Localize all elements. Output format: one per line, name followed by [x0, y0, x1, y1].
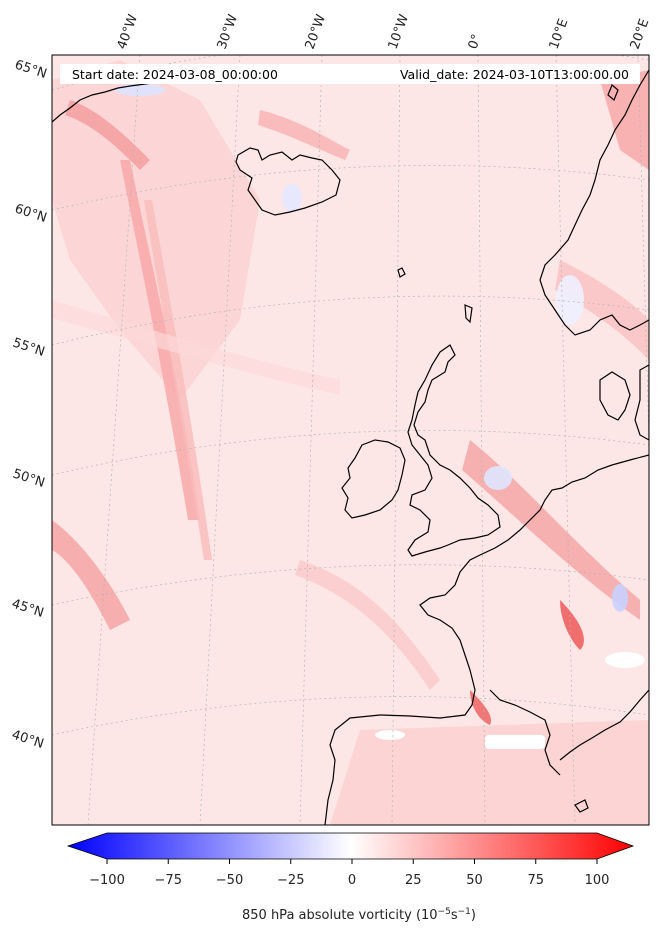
vorticity-contours [52, 60, 649, 825]
lon-label-20w: 20°W [303, 12, 329, 51]
valid-date-label: Valid_date: 2024-03-10T13:00:00.00 [400, 67, 629, 82]
ireland-coast [341, 439, 406, 519]
colorbar: −100 −75 −50 −25 0 25 50 75 100 850 hPa absolute… [66, 832, 635, 923]
latitude-labels: 65°N 60°N 55°N 50°N 45°N 40°N [10, 58, 49, 752]
map-frame [51, 54, 650, 826]
colorbar-label: 850 hPa absolute vorticity (10−5s−1) [242, 907, 476, 923]
colorbar-tick-label: −25 [277, 873, 304, 888]
iceland-coast [235, 147, 341, 216]
start-date-label: Start date: 2024-03-08_00:00:00 [72, 67, 278, 82]
longitude-labels: 40°W 30°W 20°W 10°W 0° 10°E 20°E [115, 12, 653, 51]
colorbar-tick-label: 50 [466, 873, 483, 888]
lat-label-55n: 55°N [11, 336, 47, 360]
lon-label-0: 0° [466, 32, 485, 51]
lat-label-50n: 50°N [11, 467, 47, 491]
map-panel [52, 55, 649, 825]
continental-coast [324, 454, 649, 825]
colorbar-ticks: −100 −75 −50 −25 0 25 50 75 100 [89, 859, 609, 888]
colorbar-tick-label: 100 [585, 873, 610, 888]
lon-label-10w: 10°W [386, 12, 412, 51]
coastlines [52, 69, 649, 825]
lon-label-40w: 40°W [115, 12, 141, 51]
lat-label-40n: 40°N [10, 728, 46, 752]
colorbar-tick-label: −75 [155, 873, 182, 888]
lat-label-65n: 65°N [13, 58, 49, 82]
colorbar-tick-label: −50 [216, 873, 243, 888]
graticule [52, 55, 649, 825]
header-bar [60, 64, 640, 84]
colorbar-tick-label: −100 [89, 873, 125, 888]
colorbar-tick-label: 0 [348, 873, 356, 888]
lon-label-10e: 10°E [547, 17, 572, 52]
colorbar-tick-label: 75 [527, 873, 544, 888]
colorbar-body [66, 832, 635, 860]
lat-label-45n: 45°N [10, 597, 46, 621]
lat-label-60n: 60°N [13, 202, 49, 226]
lon-label-30w: 30°W [215, 12, 241, 51]
lon-label-20e: 20°E [628, 17, 653, 52]
colorbar-tick-label: 25 [405, 873, 422, 888]
great-britain-coast [407, 344, 501, 557]
norway-coast [539, 69, 649, 336]
